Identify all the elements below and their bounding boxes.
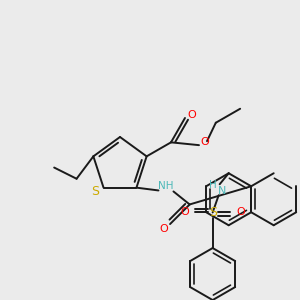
Text: S: S <box>92 185 100 198</box>
Text: O: O <box>237 208 245 218</box>
Text: S: S <box>209 206 217 219</box>
Text: O: O <box>160 224 168 234</box>
Text: O: O <box>180 208 189 218</box>
Text: N: N <box>218 186 226 196</box>
Text: H: H <box>209 180 217 190</box>
Text: NH: NH <box>158 182 173 191</box>
Text: O: O <box>188 110 196 120</box>
Text: O: O <box>201 137 209 147</box>
